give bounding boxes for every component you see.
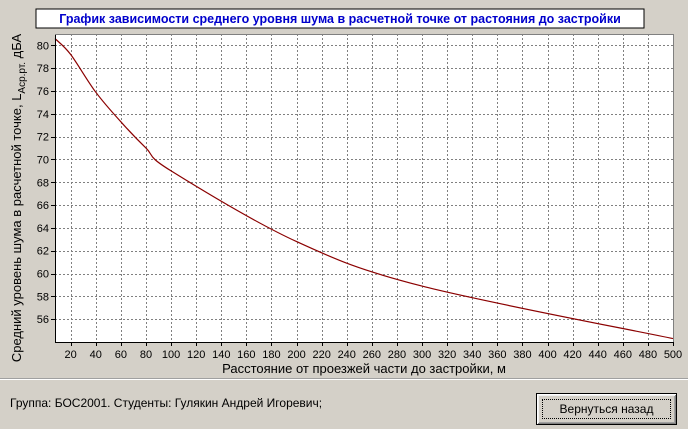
y-tick-label: 70: [37, 154, 49, 166]
y-axis-label-main: Средний уровень шума в расчетной точке, …: [9, 94, 24, 363]
y-tick-labels: 56 58 60 62 64 66 68 70 72 74 76 78 80: [37, 40, 49, 326]
x-tick-label: 160: [237, 349, 255, 361]
x-tick-label: 220: [312, 349, 330, 361]
y-axis-label: Средний уровень шума в расчетной точке, …: [9, 34, 28, 363]
x-tick-label: 260: [363, 349, 381, 361]
x-tick-label: 420: [563, 349, 581, 361]
x-tick-label: 440: [589, 349, 607, 361]
y-tick-label: 56: [37, 314, 49, 326]
x-tick-labels: 20 40 60 80 100 120 140 160 180 200 220 240 260 280 30…: [65, 349, 683, 361]
x-tick-label: 280: [388, 349, 406, 361]
noise-chart: 20 40 60 80 100 120 140 160 180 200 220 240 260 280 30…: [9, 8, 683, 376]
y-tick-label: 58: [37, 291, 49, 303]
y-tick-label: 80: [37, 40, 49, 52]
x-tick-label: 140: [212, 349, 230, 361]
y-tick-label: 64: [37, 223, 49, 235]
x-tick-label: 40: [90, 349, 102, 361]
y-tick-label: 78: [37, 63, 49, 75]
y-tick-label: 76: [37, 86, 49, 98]
chart-panel: 20 40 60 80 100 120 140 160 180 200 220 240 260 280 30…: [9, 8, 683, 376]
x-tick-label: 460: [614, 349, 632, 361]
x-tick-label: 180: [262, 349, 280, 361]
x-tick-label: 80: [140, 349, 152, 361]
grid: [55, 34, 674, 342]
y-tick-label: 62: [37, 246, 49, 258]
chart-title: График зависимости среднего уровня шума …: [59, 12, 621, 26]
x-tick-label: 60: [115, 349, 127, 361]
back-button-label: Вернуться назад: [559, 402, 654, 416]
group-students-info: Группа: БОС2001. Студенты: Гулякин Андре…: [10, 396, 323, 410]
y-axis-label-unit: дБА: [9, 34, 24, 62]
x-tick-label: 380: [513, 349, 531, 361]
y-tick-label: 66: [37, 200, 49, 212]
x-tick-label: 300: [413, 349, 431, 361]
x-tick-label: 500: [664, 349, 682, 361]
x-tick-label: 240: [338, 349, 356, 361]
chart-title-box: График зависимости среднего уровня шума …: [35, 8, 645, 29]
x-tick-label: 480: [639, 349, 657, 361]
x-axis-label: Расстояние от проезжей части до застройк…: [222, 361, 506, 376]
x-tick-label: 360: [488, 349, 506, 361]
series-line: [54, 38, 674, 340]
axes: [51, 34, 674, 346]
back-button[interactable]: Вернуться назад: [536, 393, 677, 425]
x-tick-label: 400: [538, 349, 556, 361]
x-tick-label: 120: [187, 349, 205, 361]
plot-area: [55, 34, 673, 342]
x-tick-label: 320: [438, 349, 456, 361]
series-layer: [54, 38, 674, 340]
y-tick-label: 72: [37, 132, 49, 144]
y-tick-label: 60: [37, 269, 49, 281]
x-tick-label: 20: [65, 349, 77, 361]
x-tick-label: 200: [287, 349, 305, 361]
x-tick-label: 340: [463, 349, 481, 361]
y-axis-label-sub: Аср.рт.: [17, 62, 28, 94]
y-tick-label: 68: [37, 177, 49, 189]
x-tick-label: 100: [162, 349, 180, 361]
y-tick-label: 74: [37, 109, 49, 121]
